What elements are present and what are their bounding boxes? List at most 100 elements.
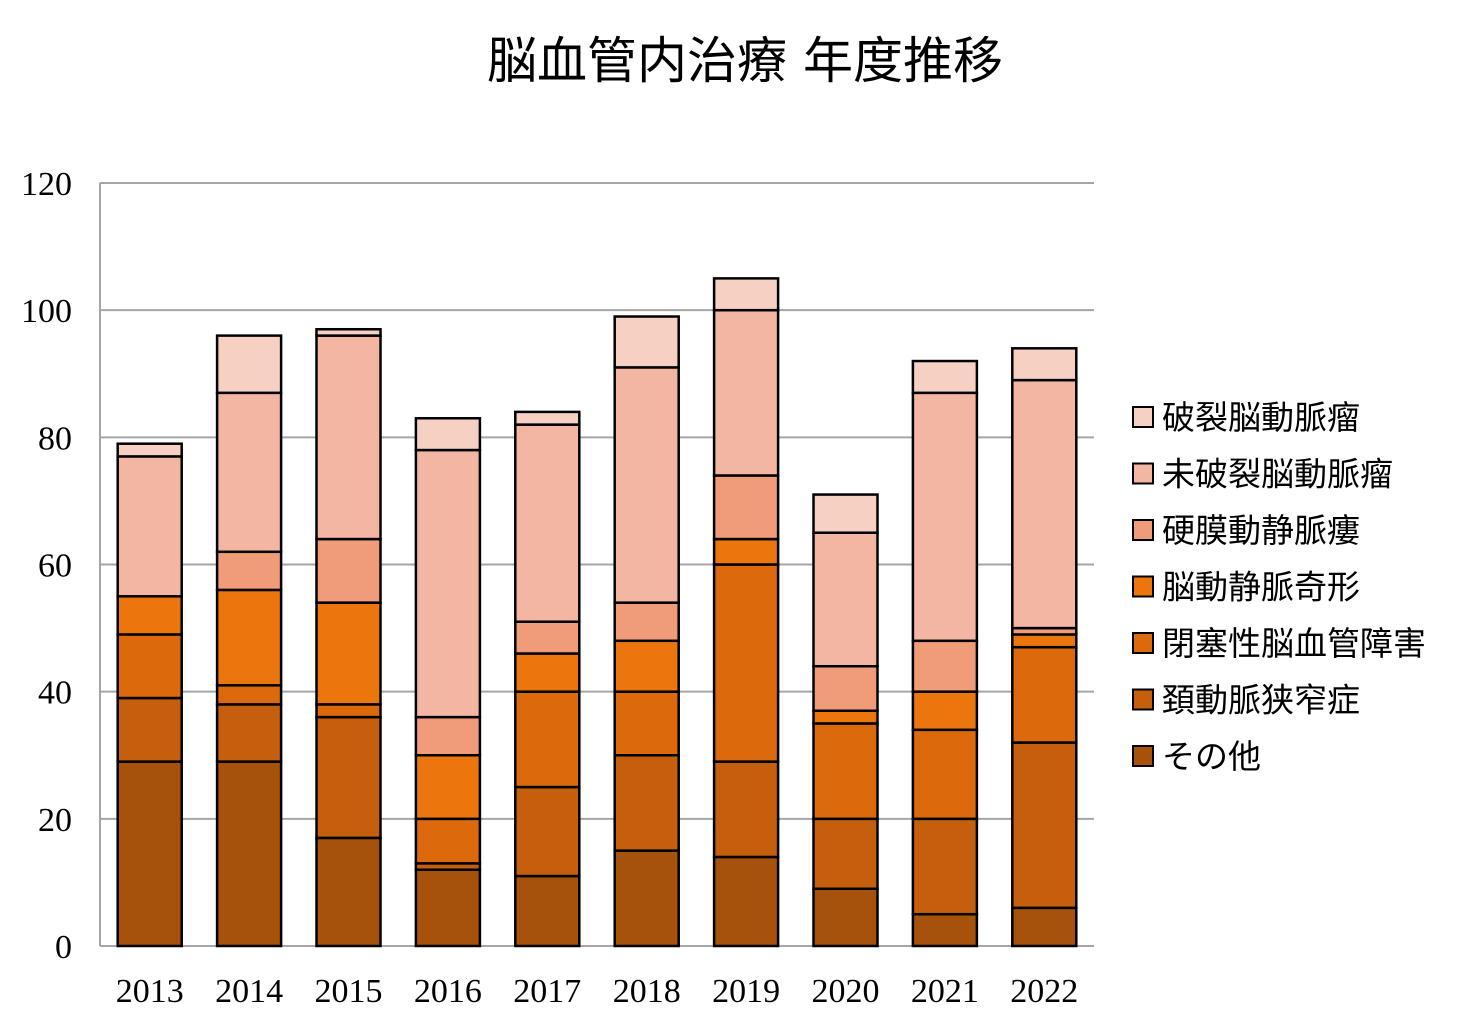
- bar-segment: [812, 493, 879, 534]
- bar-segment: [613, 849, 680, 948]
- bar-segment: [911, 639, 979, 693]
- bar-segment: [911, 817, 979, 916]
- bar-segment: [712, 537, 780, 566]
- x-tick-label: 2013: [116, 973, 184, 1010]
- bar-segment: [613, 690, 680, 757]
- bar-segment: [514, 690, 581, 789]
- y-tick-label: 60: [38, 548, 72, 585]
- bar-segment: [116, 455, 183, 598]
- y-axis-ticks: 0 20 40 60 80 100 120: [21, 166, 72, 966]
- bar-segment: [116, 760, 183, 948]
- bar-segment: [613, 315, 680, 369]
- legend-label: 頚動脈狭窄症: [1162, 681, 1360, 720]
- legend-item: 閉塞性脳血管障害: [1132, 624, 1426, 663]
- legend-swatch: [1132, 462, 1154, 485]
- bar-segment: [1011, 741, 1078, 910]
- bars: [116, 277, 1078, 948]
- legend-swatch: [1132, 519, 1154, 541]
- bar-segment: [812, 664, 879, 712]
- legend-swatch: [1132, 632, 1154, 654]
- legend-label: 破裂脳動脈瘤: [1162, 398, 1360, 437]
- legend-swatch: [1132, 406, 1154, 428]
- bar-segment: [712, 563, 780, 763]
- legend-label: 硬膜動静脈瘻: [1162, 511, 1360, 550]
- bar-segment: [1011, 633, 1078, 649]
- bar-segment: [215, 550, 283, 592]
- y-tick-label: 40: [38, 675, 72, 712]
- y-tick-label: 20: [38, 802, 72, 839]
- bar-segment: [812, 817, 879, 891]
- bar-segment: [1011, 906, 1078, 948]
- y-tick-label: 120: [21, 166, 72, 203]
- bar-segment: [613, 366, 680, 604]
- y-tick-label: 100: [21, 293, 72, 330]
- bar-segment: [215, 588, 283, 687]
- x-tick-label: 2020: [812, 973, 880, 1010]
- bar-segment: [514, 620, 581, 655]
- bar-segment: [1011, 645, 1078, 744]
- bar-segment: [215, 334, 283, 395]
- bar-segment: [613, 754, 680, 852]
- bar-segment: [812, 887, 879, 948]
- bar-segment: [911, 728, 979, 821]
- legend-swatch: [1132, 688, 1154, 711]
- bar-segment: [414, 715, 482, 757]
- x-tick-label: 2015: [315, 973, 383, 1010]
- y-tick-label: 80: [38, 420, 72, 457]
- legend-label: 未破裂脳動脈瘤: [1162, 455, 1393, 494]
- bar-segment: [315, 334, 382, 541]
- legend-label: その他: [1162, 737, 1261, 776]
- bar-segment: [712, 308, 780, 477]
- x-tick-label: 2019: [712, 973, 780, 1010]
- bar-segment: [712, 855, 780, 948]
- bar-segment: [215, 703, 283, 763]
- legend-item: 頚動脈狭窄症: [1132, 681, 1360, 720]
- legend-swatch: [1132, 575, 1154, 598]
- bar-segment: [414, 417, 482, 452]
- bar-segment: [116, 595, 183, 636]
- bar-segment: [315, 537, 382, 604]
- bar-segment: [414, 754, 482, 821]
- bar-segment: [911, 690, 979, 732]
- x-tick-label: 2016: [414, 973, 482, 1010]
- bar-segment: [613, 639, 680, 693]
- legend-swatch: [1132, 745, 1154, 767]
- bar-segment: [514, 410, 581, 426]
- legend-item: 破裂脳動脈瘤: [1132, 398, 1360, 437]
- bar-segment: [215, 760, 283, 948]
- x-tick-label: 2018: [613, 973, 681, 1010]
- legend-label: 脳動静脈奇形: [1162, 568, 1360, 607]
- bar-segment: [514, 874, 581, 948]
- bar-segment: [116, 442, 183, 458]
- bar-segment: [315, 327, 382, 337]
- bar-segment: [414, 817, 482, 865]
- y-tick-label: 0: [55, 929, 72, 966]
- bar-segment: [812, 709, 879, 725]
- bar-segment: [514, 423, 581, 623]
- bar-segment: [116, 633, 183, 700]
- bar-segment: [712, 474, 780, 541]
- bar-segment: [315, 601, 382, 706]
- bar-segment: [514, 652, 581, 693]
- bar-segment: [712, 760, 780, 859]
- bar-segment: [911, 391, 979, 643]
- bar-segment: [116, 696, 183, 763]
- bar-segment: [315, 715, 382, 840]
- bar-segment: [215, 684, 283, 706]
- x-tick-label: 2017: [513, 973, 581, 1010]
- bar-segment: [414, 448, 482, 719]
- bar-segment: [812, 531, 879, 668]
- bar-segment: [215, 391, 283, 554]
- legend-label: 閉塞性脳血管障害: [1162, 624, 1426, 663]
- bar-segment: [315, 836, 382, 948]
- bar-segment: [414, 868, 482, 948]
- bar-segment: [1011, 378, 1078, 630]
- legend-item: 脳動静脈奇形: [1132, 568, 1360, 607]
- bar-segment: [812, 722, 879, 821]
- bar-segment: [514, 785, 581, 878]
- legend-item: その他: [1132, 737, 1261, 776]
- bar-segment: [712, 277, 780, 312]
- bar-segment: [911, 359, 979, 395]
- legend: 破裂脳動脈瘤未破裂脳動脈瘤硬膜動静脈瘻脳動静脈奇形閉塞性脳血管障害頚動脈狭窄症そ…: [1132, 398, 1426, 776]
- bar-segment: [315, 703, 382, 719]
